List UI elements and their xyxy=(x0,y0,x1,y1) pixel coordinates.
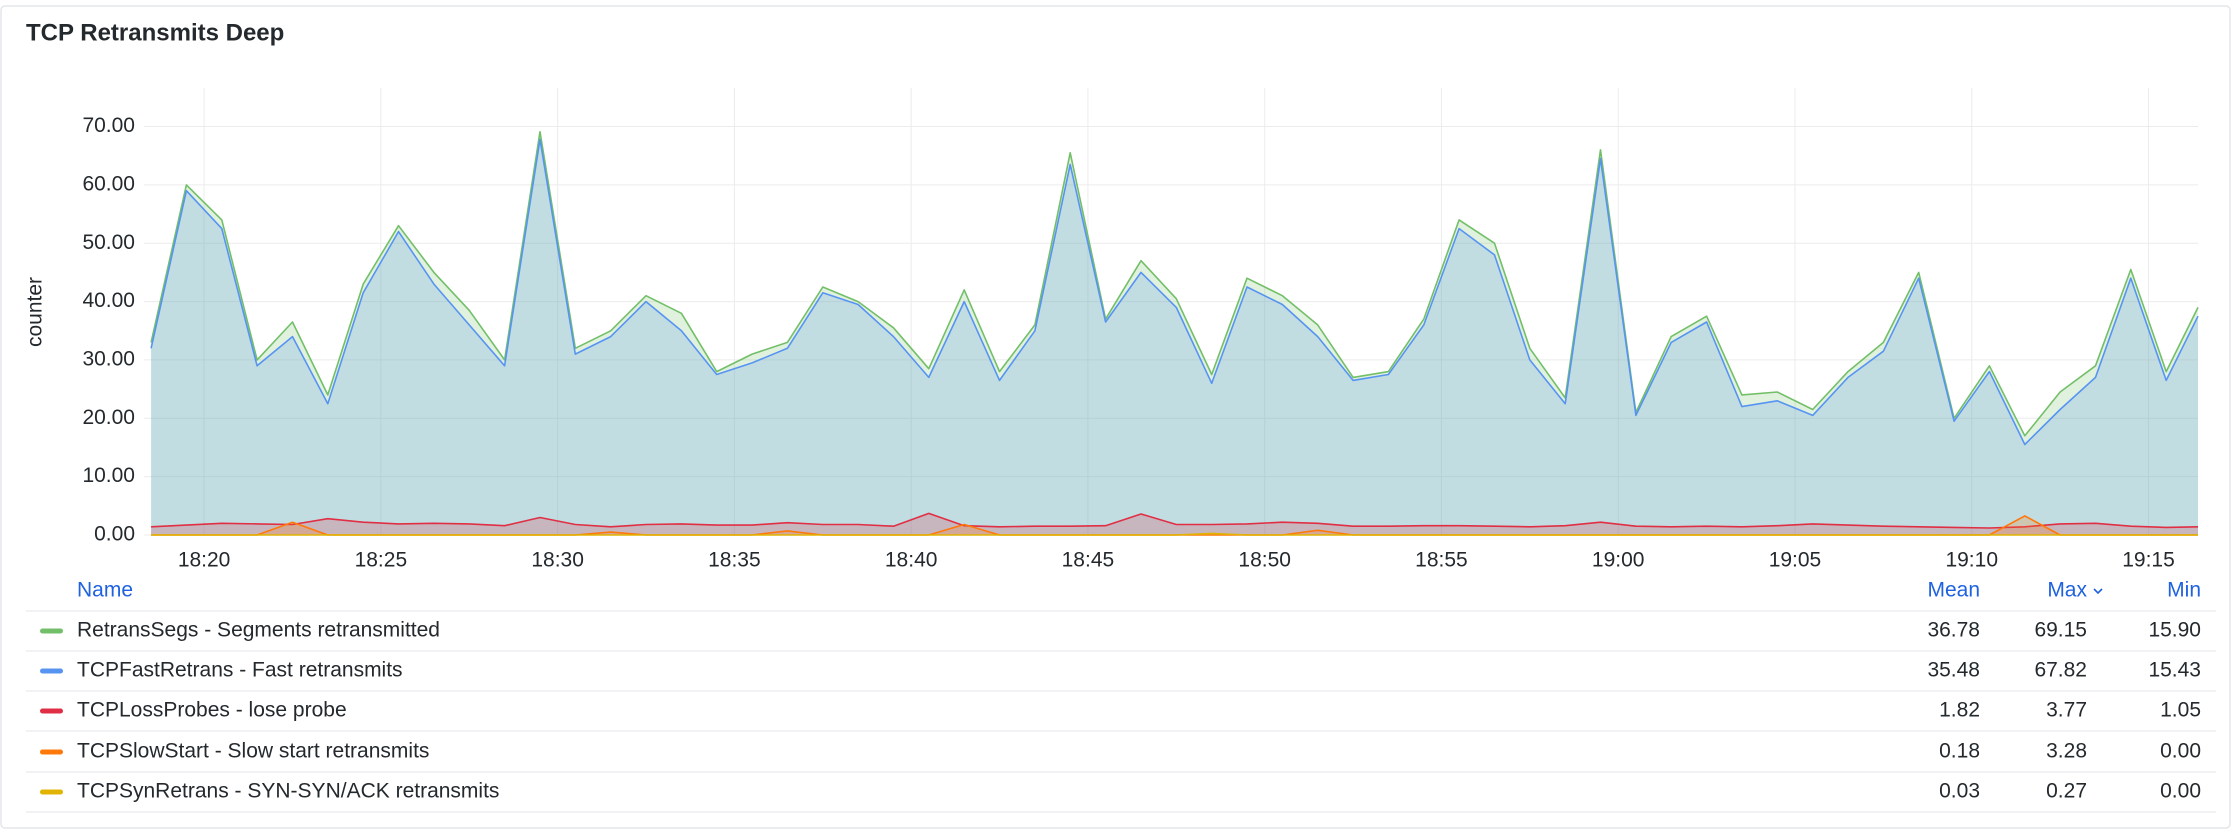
y-tick-label: 60.00 xyxy=(82,172,135,195)
x-tick-label: 18:50 xyxy=(1238,549,1291,572)
legend-stat: 69.15 xyxy=(2034,619,2087,642)
legend-stat: 15.90 xyxy=(2148,619,2201,642)
legend-stat: 3.77 xyxy=(2046,699,2087,722)
legend-stat: 36.78 xyxy=(1927,619,1980,642)
legend-swatch xyxy=(40,749,63,755)
y-tick-label: 10.00 xyxy=(82,464,135,487)
legend-header-name[interactable]: Name xyxy=(77,579,133,602)
y-tick-label: 20.00 xyxy=(82,406,135,429)
series-line xyxy=(151,532,2198,536)
legend-swatch xyxy=(40,789,63,795)
x-tick-label: 19:15 xyxy=(2122,549,2175,572)
x-tick-label: 19:05 xyxy=(1769,549,1822,572)
x-tick-label: 19:00 xyxy=(1592,549,1645,572)
series-line xyxy=(151,512,2199,529)
legend-swatch xyxy=(40,628,63,634)
legend-stat: 1.05 xyxy=(2160,699,2201,722)
legend-name: TCPSynRetrans - SYN-SYN/ACK retransmits xyxy=(77,780,499,803)
sort-chevron xyxy=(2093,588,2103,595)
x-tick-label: 18:30 xyxy=(531,549,584,572)
legend-stat: 35.48 xyxy=(1927,659,1980,682)
panel-title: TCP Retransmits Deep xyxy=(26,19,284,46)
x-tick-label: 18:55 xyxy=(1415,549,1468,572)
panel-frame xyxy=(0,5,2231,829)
x-tick-label: 18:45 xyxy=(1062,549,1115,572)
legend-header-min[interactable]: Min xyxy=(2167,579,2201,602)
legend-name: TCPLossProbes - lose probe xyxy=(77,699,347,722)
x-tick-label: 18:25 xyxy=(355,549,408,572)
y-tick-label: 30.00 xyxy=(82,347,135,370)
y-tick-label: 40.00 xyxy=(82,289,135,312)
series-line xyxy=(150,131,2199,437)
y-tick-label: 70.00 xyxy=(82,114,135,137)
series-area xyxy=(151,131,2199,536)
legend-swatch xyxy=(40,668,63,674)
legend-header-max[interactable]: Max xyxy=(2047,579,2087,602)
legend-name: RetransSegs - Segments retransmitted xyxy=(77,619,440,642)
x-tick-label: 19:10 xyxy=(1945,549,1998,572)
legend-stat: 0.18 xyxy=(1939,740,1980,763)
series-line xyxy=(150,138,2199,446)
legend-stat: 0.03 xyxy=(1939,780,1980,803)
y-axis-label: counter xyxy=(24,277,47,347)
x-tick-label: 18:20 xyxy=(178,549,231,572)
series-area xyxy=(151,139,2199,535)
legend-name: TCPFastRetrans - Fast retransmits xyxy=(77,659,403,682)
x-tick-label: 18:40 xyxy=(885,549,938,572)
legend-name: TCPSlowStart - Slow start retransmits xyxy=(77,740,429,763)
legend-swatch xyxy=(40,708,63,714)
legend-stat: 3.28 xyxy=(2046,740,2087,763)
y-tick-label: 0.00 xyxy=(94,523,135,546)
x-tick-label: 18:35 xyxy=(708,549,761,572)
legend-stat: 1.82 xyxy=(1939,699,1980,722)
legend-stat: 0.00 xyxy=(2160,740,2201,763)
y-tick-label: 50.00 xyxy=(82,231,135,254)
legend-stat: 15.43 xyxy=(2148,659,2201,682)
legend-stat: 67.82 xyxy=(2034,659,2087,682)
legend-stat: 0.27 xyxy=(2046,780,2087,803)
legend-stat: 0.00 xyxy=(2160,780,2201,803)
legend-header-mean[interactable]: Mean xyxy=(1927,579,1980,602)
